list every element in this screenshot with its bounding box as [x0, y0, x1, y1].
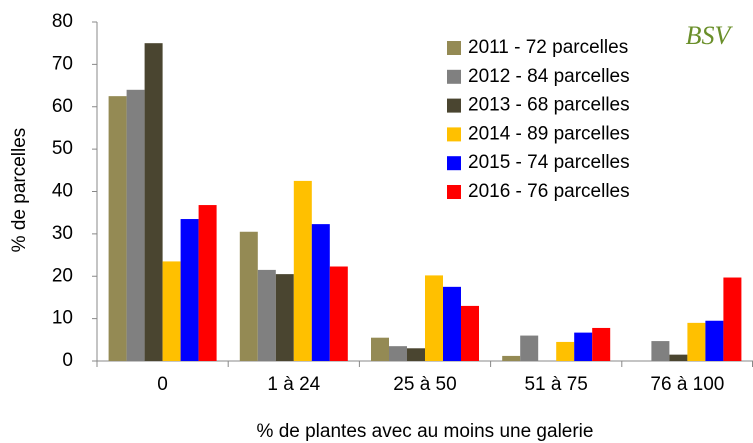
bar — [651, 341, 670, 361]
legend-swatch — [447, 156, 461, 171]
bar — [443, 286, 461, 361]
legend-swatch — [447, 185, 461, 199]
bar — [461, 305, 479, 361]
legend-swatch — [447, 69, 461, 84]
y-tick-label: 60 — [52, 96, 73, 117]
y-tick-label: 30 — [52, 223, 73, 244]
bar — [574, 332, 593, 361]
bar — [180, 219, 199, 361]
legend-label: 2013 - 68 parcelles — [468, 95, 630, 116]
bar — [311, 224, 330, 361]
logo: BSV — [686, 21, 734, 50]
bar — [108, 96, 127, 361]
legend-swatch — [447, 41, 461, 55]
y-tick-label: 50 — [52, 138, 73, 159]
bar — [687, 322, 706, 361]
bar — [502, 355, 521, 361]
bar — [389, 346, 407, 361]
bar — [705, 320, 724, 361]
legend-swatch — [447, 98, 461, 113]
x-tick-label: 51 à 75 — [524, 374, 587, 395]
legend-label: 2014 - 89 parcelles — [468, 123, 630, 144]
bar — [329, 266, 348, 361]
bar — [371, 337, 389, 361]
bar — [144, 43, 163, 361]
y-axis-title: % de parcelles — [9, 128, 30, 253]
bar — [669, 354, 688, 361]
bar — [198, 205, 217, 361]
bar — [592, 327, 611, 361]
bar — [126, 89, 145, 362]
bar — [239, 231, 258, 361]
legend-swatch — [447, 127, 461, 142]
y-tick-label: 10 — [52, 308, 73, 329]
bar — [293, 180, 312, 361]
bar — [425, 275, 443, 361]
legend-label: 2015 - 74 parcelles — [468, 152, 630, 173]
bar — [162, 261, 181, 361]
x-tick-label: 1 à 24 — [267, 374, 320, 395]
bar — [520, 335, 539, 361]
bar — [257, 269, 276, 361]
x-axis-title: % de plantes avec au moins une galerie — [257, 421, 594, 442]
y-tick-label: 20 — [52, 265, 73, 286]
x-tick-label: 0 — [157, 374, 168, 395]
bar — [407, 348, 425, 361]
y-tick-label: 70 — [52, 53, 73, 74]
bar — [275, 274, 294, 361]
y-tick-label: 40 — [52, 181, 73, 202]
y-tick-label: 0 — [62, 350, 73, 371]
bar — [723, 277, 742, 361]
legend-label: 2011 - 72 parcelles — [468, 37, 628, 58]
y-tick-label: 80 — [52, 11, 73, 32]
x-tick-label: 25 à 50 — [393, 374, 456, 395]
x-tick-label: 76 à 100 — [650, 374, 724, 395]
legend-label: 2012 - 84 parcelles — [468, 66, 630, 87]
bar — [556, 341, 575, 361]
legend-label: 2016 - 76 parcelles — [468, 181, 630, 202]
